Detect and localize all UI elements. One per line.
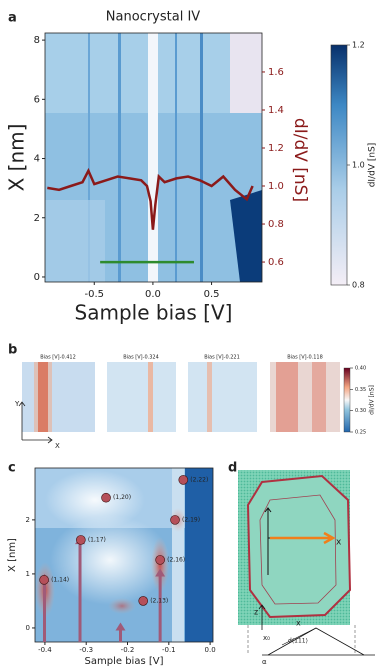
plot-frame	[34, 467, 214, 643]
arrow-head	[155, 568, 166, 577]
x-axis-label: Sample bias [V]	[85, 656, 164, 667]
y-tick-label: 0	[34, 272, 40, 283]
x-tick-label: -0.1	[162, 646, 176, 654]
point	[138, 596, 149, 606]
y2-tick-label: 1.4	[268, 105, 284, 116]
y2-tick-label: 1.0	[268, 181, 284, 192]
point-label: (1,14)	[51, 576, 69, 583]
point	[39, 575, 49, 585]
colorbar-label: dI/dV [nS]	[368, 143, 378, 188]
map-title: Bias [V]-0.118	[287, 355, 323, 361]
axes-arrows-b	[18, 401, 53, 444]
axis-arrow-label: X	[55, 442, 60, 450]
colorbar-tick-label: 0.35	[355, 387, 366, 393]
colorbar-tick-label: 0.40	[355, 366, 366, 372]
heatmaps-b	[22, 362, 340, 432]
plot-frame	[44, 32, 263, 283]
diagram-d	[238, 470, 375, 656]
panel-label: d	[228, 461, 237, 476]
y2-tick-label: 0.8	[268, 219, 284, 230]
point-label: (2,13)	[150, 597, 168, 604]
diagram-label: d⟨111⟩	[288, 638, 308, 645]
diagram-label: α	[262, 658, 267, 666]
heatmap-a	[45, 33, 262, 282]
point-label: (2,16)	[167, 556, 185, 563]
y2-tick-label: 0.6	[268, 257, 284, 268]
colorbar-tick-label: 0.30	[355, 408, 366, 414]
colorbar-tick-label: 1.2	[352, 41, 365, 50]
arrow-head	[115, 622, 126, 631]
x-axis-label: Sample bias [V]	[75, 301, 233, 325]
colorbar-tick-label: 0.8	[352, 281, 365, 290]
chart-title: Nanocrystal IV	[106, 10, 200, 25]
y2-axis-label: dI/dV [nS]	[290, 118, 310, 202]
axis-arrow-label: Y	[14, 400, 20, 408]
diagram-label: x	[296, 619, 301, 628]
x-tick-label: -0.2	[121, 646, 135, 654]
map-title: Bias [V]-0.221	[204, 355, 240, 361]
colorbar-b	[343, 367, 351, 433]
x-tick-label: 0.0	[145, 289, 161, 300]
panel-label: b	[8, 343, 17, 358]
y2-tick-label: 1.6	[268, 67, 284, 78]
point-label: (1,20)	[113, 494, 131, 501]
data-line	[47, 167, 254, 230]
colorbar-tick-label: 0.25	[355, 430, 366, 436]
colorbar-tick-label: 1.0	[352, 161, 365, 170]
x-tick-label: -0.5	[85, 289, 105, 300]
colorbar-a	[330, 44, 348, 286]
y-axis-label: X [nm]	[7, 538, 18, 572]
x-tick-label: 0.5	[204, 289, 220, 300]
y-tick-label: 2	[26, 516, 30, 524]
y-axis-label: X [nm]	[5, 124, 29, 192]
x-tick-label: -0.4	[38, 646, 52, 654]
point-label: (2,22)	[190, 476, 208, 483]
map-title: Bias [V]-0.412	[40, 355, 76, 361]
y-tick-label: 0	[26, 624, 30, 632]
diagram-label: x	[336, 538, 342, 548]
y-tick-label: 2	[34, 213, 40, 224]
point	[155, 555, 165, 565]
diagram-label: x₀	[263, 634, 270, 642]
point	[76, 535, 86, 545]
colorbar-label: dI/dV [nS]	[369, 385, 376, 415]
point	[101, 492, 111, 503]
map-title: Bias [V]-0.324	[123, 355, 159, 361]
y-tick-label: 1	[26, 570, 30, 578]
y-tick-label: 6	[34, 94, 40, 105]
point	[170, 515, 180, 525]
point	[178, 475, 189, 485]
x-tick-label: -0.3	[79, 646, 93, 654]
point-label: (2,19)	[182, 516, 200, 523]
x-tick-label: 0.0	[205, 646, 216, 654]
point-label: (1,17)	[88, 536, 106, 543]
y-tick-label: 4	[34, 154, 40, 165]
y-tick-label: 8	[34, 35, 40, 46]
diagram-label: z	[254, 608, 258, 617]
panel-label: a	[8, 11, 17, 26]
panel-label: c	[8, 461, 16, 476]
y2-tick-label: 1.2	[268, 143, 284, 154]
